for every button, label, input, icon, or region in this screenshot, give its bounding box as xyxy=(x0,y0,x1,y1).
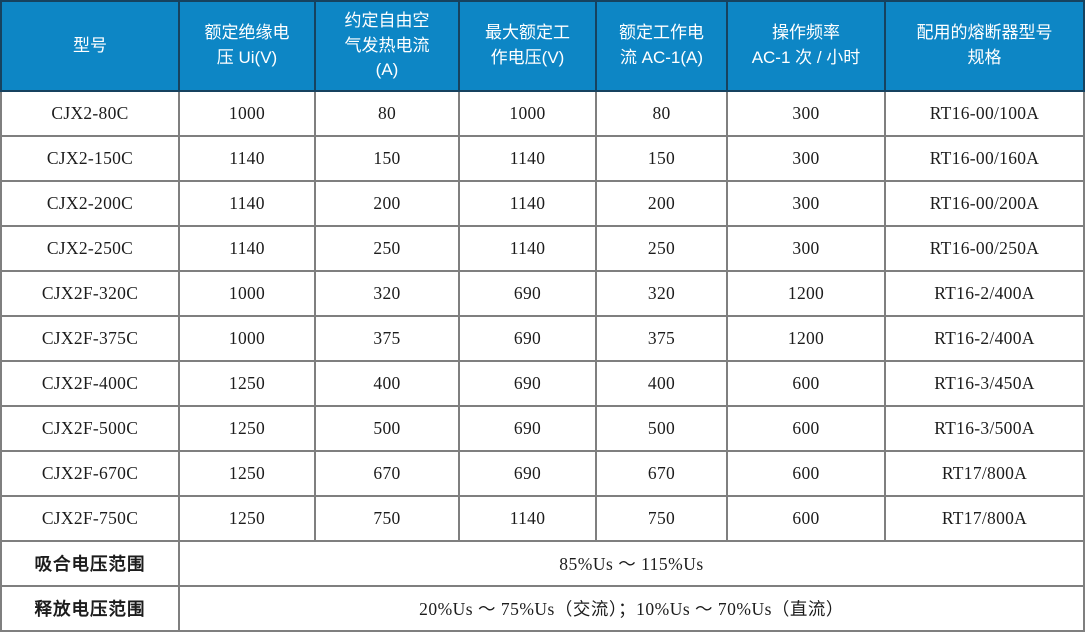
column-header-fuse-type: 配用的熔断器型号 规格 xyxy=(884,0,1085,92)
cell-value: 300 xyxy=(726,135,886,182)
release-voltage-value: 20%Us ～ 75%Us（交流）；10%Us ～ 70%Us（直流） xyxy=(178,585,1085,632)
cell-value: 150 xyxy=(595,135,728,182)
cell-value: 690 xyxy=(458,270,597,317)
cell-model: CJX2-150C xyxy=(0,135,180,182)
cell-value: 1000 xyxy=(458,90,597,137)
cell-value: 1140 xyxy=(458,495,597,542)
cell-value: 400 xyxy=(595,360,728,407)
cell-value: 1000 xyxy=(178,90,316,137)
column-header-operating-frequency: 操作频率 AC-1 次 / 小时 xyxy=(726,0,886,92)
cell-model: CJX2F-400C xyxy=(0,360,180,407)
cell-model: CJX2-80C xyxy=(0,90,180,137)
cell-value: 600 xyxy=(726,495,886,542)
cell-value: 300 xyxy=(726,90,886,137)
cell-value: 1200 xyxy=(726,315,886,362)
cell-model: CJX2-250C xyxy=(0,225,180,272)
pickup-voltage-label: 吸合电压范围 xyxy=(0,540,180,587)
cell-value: 1140 xyxy=(458,180,597,227)
cell-fuse: RT16-00/160A xyxy=(884,135,1085,182)
cell-value: 1140 xyxy=(458,135,597,182)
cell-value: 300 xyxy=(726,225,886,272)
table-row: CJX2F-750C 1250 750 1140 750 600 RT17/80… xyxy=(0,495,1085,542)
cell-value: 1000 xyxy=(178,315,316,362)
cell-model: CJX2F-670C xyxy=(0,450,180,497)
column-header-model: 型号 xyxy=(0,0,180,92)
cell-value: 375 xyxy=(595,315,728,362)
column-header-max-working-voltage: 最大额定工 作电压(V) xyxy=(458,0,597,92)
pickup-voltage-value: 85%Us ～ 115%Us xyxy=(178,540,1085,587)
header-row: 型号 额定绝缘电 压 Ui(V) 约定自由空 气发热电流 (A) 最大额定工 作… xyxy=(0,0,1085,92)
table-row: CJX2-200C 1140 200 1140 200 300 RT16-00/… xyxy=(0,180,1085,227)
table-row: CJX2-250C 1140 250 1140 250 300 RT16-00/… xyxy=(0,225,1085,272)
cell-model: CJX2-200C xyxy=(0,180,180,227)
cell-value: 1250 xyxy=(178,450,316,497)
table-header: 型号 额定绝缘电 压 Ui(V) 约定自由空 气发热电流 (A) 最大额定工 作… xyxy=(0,0,1085,92)
cell-value: 1140 xyxy=(458,225,597,272)
cell-value: 690 xyxy=(458,450,597,497)
cell-value: 690 xyxy=(458,360,597,407)
cell-fuse: RT16-2/400A xyxy=(884,270,1085,317)
column-header-insulation-voltage: 额定绝缘电 压 Ui(V) xyxy=(178,0,316,92)
cell-value: 600 xyxy=(726,450,886,497)
table-row: CJX2-80C 1000 80 1000 80 300 RT16-00/100… xyxy=(0,90,1085,137)
cell-value: 670 xyxy=(595,450,728,497)
cell-value: 690 xyxy=(458,315,597,362)
cell-fuse: RT16-00/250A xyxy=(884,225,1085,272)
release-voltage-row: 释放电压范围 20%Us ～ 75%Us（交流）；10%Us ～ 70%Us（直… xyxy=(0,585,1085,632)
release-voltage-label: 释放电压范围 xyxy=(0,585,180,632)
cell-value: 600 xyxy=(726,405,886,452)
column-header-thermal-current: 约定自由空 气发热电流 (A) xyxy=(314,0,460,92)
cell-value: 1140 xyxy=(178,180,316,227)
cell-fuse: RT16-3/500A xyxy=(884,405,1085,452)
pickup-voltage-row: 吸合电压范围 85%Us ～ 115%Us xyxy=(0,540,1085,587)
cell-value: 250 xyxy=(314,225,460,272)
cell-value: 1140 xyxy=(178,135,316,182)
cell-value: 1140 xyxy=(178,225,316,272)
cell-value: 375 xyxy=(314,315,460,362)
cell-value: 600 xyxy=(726,360,886,407)
cell-value: 320 xyxy=(595,270,728,317)
table-row: CJX2F-400C 1250 400 690 400 600 RT16-3/4… xyxy=(0,360,1085,407)
table-row: CJX2F-500C 1250 500 690 500 600 RT16-3/5… xyxy=(0,405,1085,452)
cell-model: CJX2F-500C xyxy=(0,405,180,452)
cell-value: 1250 xyxy=(178,405,316,452)
table-row: CJX2-150C 1140 150 1140 150 300 RT16-00/… xyxy=(0,135,1085,182)
cell-value: 300 xyxy=(726,180,886,227)
cell-value: 1200 xyxy=(726,270,886,317)
cell-fuse: RT17/800A xyxy=(884,450,1085,497)
cell-value: 80 xyxy=(595,90,728,137)
table-footer: 吸合电压范围 85%Us ～ 115%Us 释放电压范围 20%Us ～ 75%… xyxy=(0,540,1085,632)
cell-value: 1250 xyxy=(178,495,316,542)
cell-value: 500 xyxy=(595,405,728,452)
cell-value: 150 xyxy=(314,135,460,182)
cell-value: 1250 xyxy=(178,360,316,407)
cell-fuse: RT16-2/400A xyxy=(884,315,1085,362)
cell-model: CJX2F-375C xyxy=(0,315,180,362)
cell-value: 750 xyxy=(595,495,728,542)
cell-model: CJX2F-750C xyxy=(0,495,180,542)
cell-fuse: RT17/800A xyxy=(884,495,1085,542)
cell-value: 250 xyxy=(595,225,728,272)
cell-value: 80 xyxy=(314,90,460,137)
cell-value: 200 xyxy=(314,180,460,227)
table-body: CJX2-80C 1000 80 1000 80 300 RT16-00/100… xyxy=(0,90,1085,542)
column-header-working-current: 额定工作电 流 AC-1(A) xyxy=(595,0,728,92)
cell-value: 1000 xyxy=(178,270,316,317)
cell-value: 320 xyxy=(314,270,460,317)
cell-value: 690 xyxy=(458,405,597,452)
cell-value: 200 xyxy=(595,180,728,227)
table-row: CJX2F-320C 1000 320 690 320 1200 RT16-2/… xyxy=(0,270,1085,317)
cell-value: 670 xyxy=(314,450,460,497)
cell-fuse: RT16-00/100A xyxy=(884,90,1085,137)
cell-value: 400 xyxy=(314,360,460,407)
cell-value: 500 xyxy=(314,405,460,452)
cell-model: CJX2F-320C xyxy=(0,270,180,317)
cell-fuse: RT16-3/450A xyxy=(884,360,1085,407)
table-row: CJX2F-375C 1000 375 690 375 1200 RT16-2/… xyxy=(0,315,1085,362)
cell-value: 750 xyxy=(314,495,460,542)
table-row: CJX2F-670C 1250 670 690 670 600 RT17/800… xyxy=(0,450,1085,497)
cell-fuse: RT16-00/200A xyxy=(884,180,1085,227)
